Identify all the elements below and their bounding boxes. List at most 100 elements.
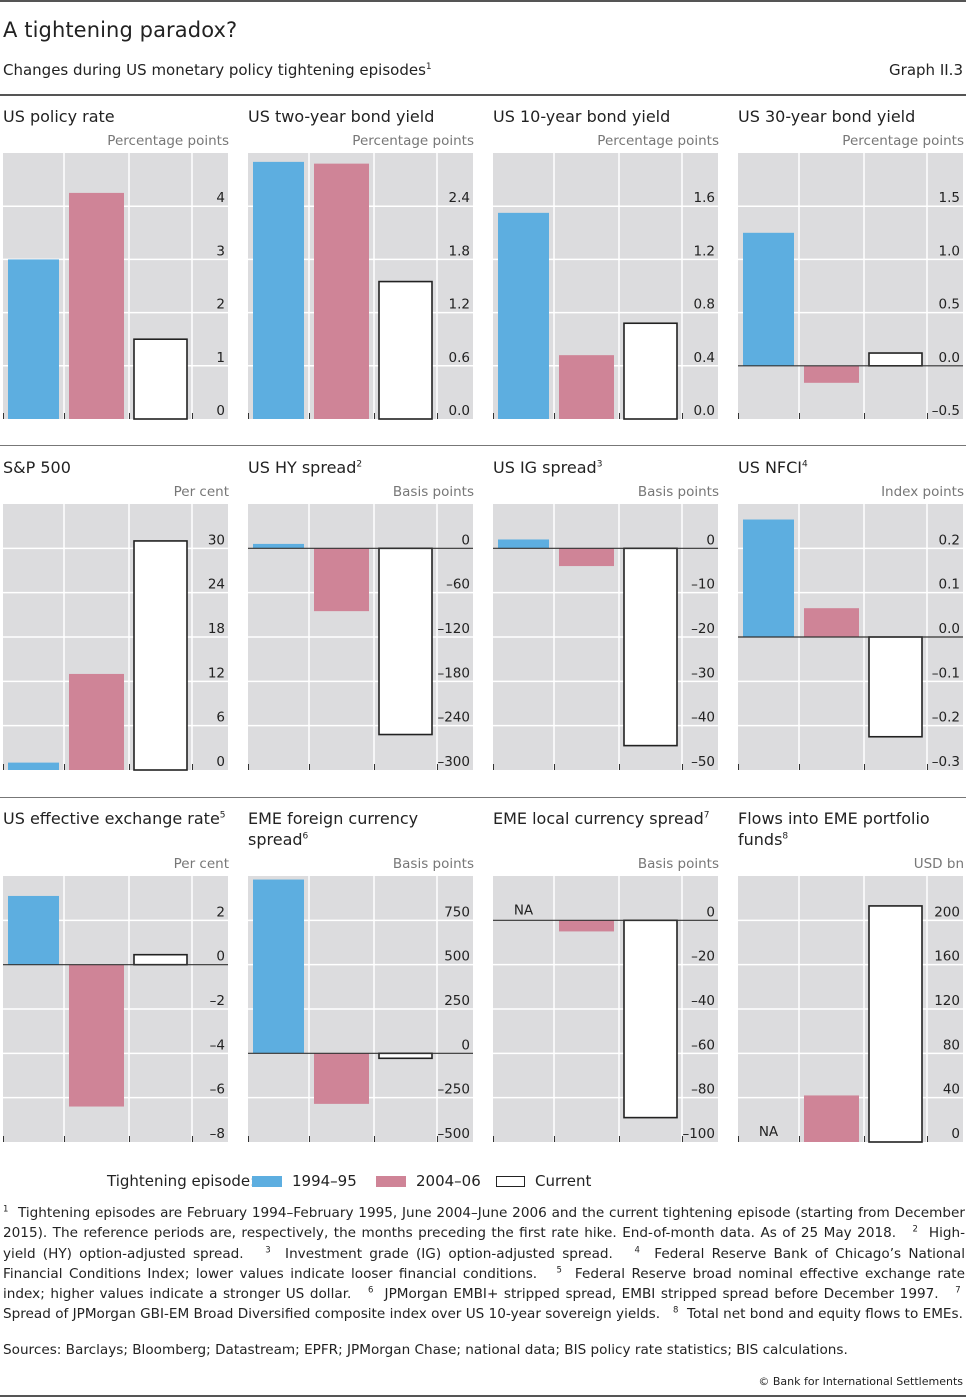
panel-title-footnote-ref: 4: [802, 459, 808, 470]
y-tick-label: 0.2: [939, 532, 960, 548]
panel-title-text: US HY spread: [248, 458, 357, 477]
y-tick-label: 0.4: [694, 350, 715, 366]
y-tick-label: –50: [691, 754, 715, 770]
bar-current: [623, 322, 678, 420]
y-tick-label: 1.2: [694, 243, 715, 259]
y-tick-label: –40: [691, 710, 715, 726]
row3-rule: [0, 797, 966, 798]
plot-area: –500 –250 0 250 500 750: [248, 876, 473, 1142]
panel-title-footnote-ref: 3: [596, 459, 603, 470]
panel-unit-label: USD bn: [913, 856, 964, 872]
footnote-8: 8 Total net bond and equity flows to EME…: [673, 1306, 963, 1322]
y-tick-label: 160: [934, 949, 960, 965]
panel-title: S&P 500: [3, 457, 235, 478]
footnote-text: Investment grade (IG) option-adjusted sp…: [270, 1245, 635, 1262]
y-tick-label: –0.5: [932, 403, 960, 419]
bar-1994-95: [8, 762, 59, 770]
y-tick-label: –2: [210, 993, 225, 1009]
sources: Sources: Barclays; Bloomberg; Datastream…: [3, 1342, 848, 1358]
bar-1994-95: [743, 232, 794, 366]
bar-current: [133, 953, 188, 966]
y-tick-label: 4: [216, 190, 225, 206]
y-tick-label: 3: [216, 243, 225, 259]
plot-area: 0.0 0.6 1.2 1.8 2.4: [248, 153, 473, 420]
chart-panel-us-nfci: US NFCI4 Index points –0.3 –0.2 –0.1 0.0 0.1 0.…: [738, 457, 964, 770]
plot-area: NA –100 –80 –60 –40 –20 0: [493, 876, 718, 1142]
bar-current: [623, 919, 678, 1119]
bar-current: [623, 547, 678, 747]
bar-1994-95: [498, 539, 549, 549]
chart-panel-eme-foreign-currency-spread: EME foreign currency spread6 Basis points…: [248, 808, 474, 1142]
chart-panel-us-ig-spread: US IG spread3 Basis points –50 –40 –30 –20 –10…: [493, 457, 719, 770]
y-tick-label: –0.3: [932, 754, 960, 770]
plot-area: 0 1 2 3 4: [3, 153, 228, 420]
y-tick-label: 200: [934, 904, 960, 920]
bottom-rule: [0, 1395, 966, 1397]
bar-2004-06: [804, 365, 859, 383]
panel-title: US NFCI4: [738, 457, 966, 478]
legend-swatch-2004-06: [376, 1175, 406, 1187]
y-tick-label: –30: [691, 665, 715, 681]
panel-title-text: US 10-year bond yield: [493, 107, 671, 126]
panel-unit-label: Percentage points: [842, 133, 964, 149]
y-tick-label: 500: [444, 949, 470, 965]
footnote-5: 5 Federal Reserve broad nominal effectiv…: [3, 1266, 965, 1302]
subtitle-footnote-ref: 1: [425, 62, 432, 72]
plot-area: –0.3 –0.2 –0.1 0.0 0.1 0.2: [738, 504, 963, 770]
y-tick-label: –100: [682, 1126, 715, 1142]
legend-label: Tightening episode:: [107, 1172, 255, 1190]
bar-2004-06: [559, 355, 614, 419]
y-tick-label: –60: [691, 1037, 715, 1053]
plot-area: NA 0 40 80 120 160 200: [738, 876, 963, 1143]
footnote-marker: 7: [955, 1285, 961, 1296]
panel-title-footnote-ref: 7: [703, 810, 710, 821]
panel-title: Flows into EME portfolio funds8: [738, 808, 948, 850]
y-tick-label: 0.0: [694, 403, 715, 419]
plot-area: –50 –40 –30 –20 –10 0: [493, 504, 718, 770]
bar-current: [378, 1052, 433, 1060]
panel-unit-label: Basis points: [637, 856, 719, 872]
bar-1994-95: [498, 212, 549, 419]
bar-1994-95: [743, 519, 794, 637]
panel-title: US IG spread3: [493, 457, 725, 478]
panel-unit-label: Percentage points: [597, 133, 719, 149]
panel-title-footnote-ref: 5: [219, 810, 226, 821]
panel-title-text: S&P 500: [3, 458, 71, 477]
bar-current: [378, 280, 433, 420]
panel-unit-label: Per cent: [173, 856, 229, 872]
bar-2004-06: [314, 548, 369, 612]
y-tick-label: –8: [210, 1126, 225, 1142]
panel-title-footnote-ref: 2: [356, 459, 363, 470]
plot-area: –300 –240 –180 –120 –60 0: [248, 504, 473, 770]
y-tick-label: 6: [216, 710, 225, 726]
legend-item-2004-06: 2004–06: [376, 1172, 481, 1190]
footnote-marker: 4: [634, 1245, 640, 1256]
copyright: © Bank for International Settlements: [758, 1375, 963, 1388]
y-tick-label: 0.0: [449, 403, 470, 419]
chart-panel-us-30-year-bond-yield: US 30-year bond yield Percentage points –0…: [738, 106, 964, 419]
panel-unit-label: Percentage points: [352, 133, 474, 149]
bar-current: [868, 636, 923, 738]
bar-current: [868, 352, 923, 367]
y-tick-label: 0: [216, 949, 225, 965]
panel-title-text: US effective exchange rate: [3, 809, 220, 828]
panel-title: US policy rate: [3, 106, 235, 127]
legend-swatch-1994-95: [252, 1175, 282, 1187]
y-tick-label: 0.1: [939, 577, 960, 593]
bar-2004-06: [69, 964, 124, 1107]
graph-subtitle: Changes during US monetary policy tighte…: [3, 61, 432, 79]
bar-current: [133, 338, 188, 420]
y-tick-label: 120: [934, 993, 960, 1009]
bar-2004-06: [314, 163, 369, 419]
footnote-marker: 6: [368, 1285, 374, 1296]
footnote-3: 3 Investment grade (IG) option-adjusted …: [265, 1246, 634, 1262]
header-rule: [0, 94, 966, 96]
chart-panel-us-two-year-bond-yield: US two-year bond yield Percentage points 0…: [248, 106, 474, 420]
y-tick-label: –6: [210, 1082, 225, 1098]
panel-title-text: US two-year bond yield: [248, 107, 435, 126]
panel-title: US two-year bond yield: [248, 106, 480, 127]
y-tick-label: 1.8: [449, 243, 470, 259]
panel-unit-label: Basis points: [392, 484, 474, 500]
panel-title: EME foreign currency spread6: [248, 808, 433, 850]
y-tick-label: 0: [706, 532, 715, 548]
